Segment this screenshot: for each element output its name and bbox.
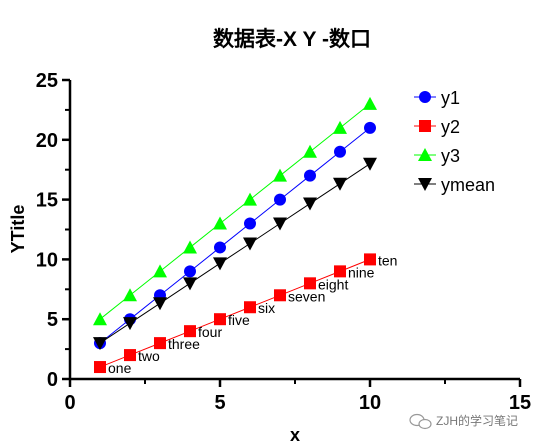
legend-marker — [419, 120, 431, 132]
point-label: ten — [378, 252, 397, 268]
data-point-y3 — [123, 288, 137, 302]
data-point-ymean — [153, 297, 167, 311]
data-point-ymean — [213, 257, 227, 271]
data-point-y1 — [334, 145, 346, 158]
data-point-ymean — [183, 277, 197, 291]
data-point-y2 — [214, 313, 226, 326]
y-tick-label: 20 — [36, 130, 58, 152]
data-point-ymean — [333, 177, 347, 191]
data-point-ymean — [93, 337, 107, 351]
data-point-y1 — [244, 217, 256, 230]
point-label: nine — [348, 264, 375, 280]
data-point-y3 — [333, 120, 347, 134]
watermark-text: ZJH的学习笔记 — [436, 413, 518, 428]
series-line-y1 — [99, 127, 371, 344]
data-point-ymean — [123, 317, 137, 331]
data-point-ymean — [303, 197, 317, 211]
watermark: ZJH的学习笔记 — [409, 413, 518, 430]
data-point-y2 — [94, 361, 106, 374]
data-point-y2 — [124, 349, 136, 362]
data-point-y3 — [183, 240, 197, 254]
legend-label: y1 — [441, 88, 460, 108]
axes: 0 5 10 15 20 25 0 5 10 15 — [36, 70, 531, 414]
legend-label: y2 — [441, 117, 460, 137]
data-point-y1 — [364, 121, 376, 134]
x-tick-label: 5 — [214, 392, 225, 414]
y-tick-label: 0 — [47, 369, 58, 391]
point-label: three — [168, 336, 200, 352]
legend-marker — [418, 148, 432, 161]
legend-item-y3: y3 — [414, 146, 460, 166]
data-point-y3 — [363, 96, 377, 110]
y-tick-label: 10 — [36, 249, 58, 271]
data-point-y3 — [273, 168, 287, 182]
legend-item-ymean: ymean — [414, 175, 495, 195]
point-label: one — [108, 360, 132, 376]
data-point-y2 — [244, 301, 256, 314]
y-axis-title: YTitle — [8, 205, 28, 254]
series-line-ymean — [99, 163, 371, 344]
legend-label: ymean — [441, 175, 495, 195]
point-label: six — [258, 300, 275, 316]
data-point-y1 — [274, 193, 286, 206]
data-point-y3 — [243, 192, 257, 206]
legend-marker — [419, 91, 431, 103]
data-point-y3 — [213, 216, 227, 230]
series-line-y2 — [99, 258, 371, 368]
data-point-y1 — [184, 265, 196, 278]
point-label: five — [228, 312, 250, 328]
x-tick-label: 10 — [359, 392, 381, 414]
x-tick-label: 15 — [509, 392, 531, 414]
data-point-y2 — [304, 277, 316, 290]
point-label: seven — [288, 288, 325, 304]
data-point-y2 — [184, 325, 196, 338]
data-point-y1 — [304, 169, 316, 182]
data-point-ymean — [273, 217, 287, 231]
data-point-y3 — [153, 264, 167, 278]
data-point-y3 — [93, 312, 107, 326]
point-label: four — [198, 324, 222, 340]
x-tick-label: 0 — [64, 392, 75, 414]
x-axis-title: x — [290, 425, 300, 445]
legend-item-y1: y1 — [414, 88, 460, 108]
data-point-y2 — [274, 289, 286, 302]
series-ymean — [93, 157, 377, 351]
data-point-ymean — [363, 157, 377, 171]
legend-item-y2: y2 — [414, 117, 460, 137]
point-label: two — [138, 348, 160, 364]
legend: y1 y2 y3 ymean — [414, 88, 495, 195]
chat-bubble-icon — [409, 413, 432, 430]
y-tick-label: 5 — [47, 309, 58, 331]
series-y3 — [93, 96, 377, 326]
data-point-y2 — [334, 265, 346, 278]
series-line-y3 — [99, 103, 371, 320]
point-label: eight — [318, 276, 348, 292]
y-tick-label: 25 — [36, 70, 58, 92]
data-point-y1 — [214, 241, 226, 254]
series-y1 — [94, 121, 376, 350]
legend-marker — [418, 178, 432, 191]
data-point-y3 — [303, 144, 317, 158]
chart-title: 数据表-X Y -数口 — [213, 28, 371, 51]
y-tick-label: 15 — [36, 190, 58, 212]
data-point-y2 — [154, 337, 166, 350]
data-point-y2 — [364, 253, 376, 266]
legend-label: y3 — [441, 146, 460, 166]
data-point-ymean — [243, 237, 257, 251]
